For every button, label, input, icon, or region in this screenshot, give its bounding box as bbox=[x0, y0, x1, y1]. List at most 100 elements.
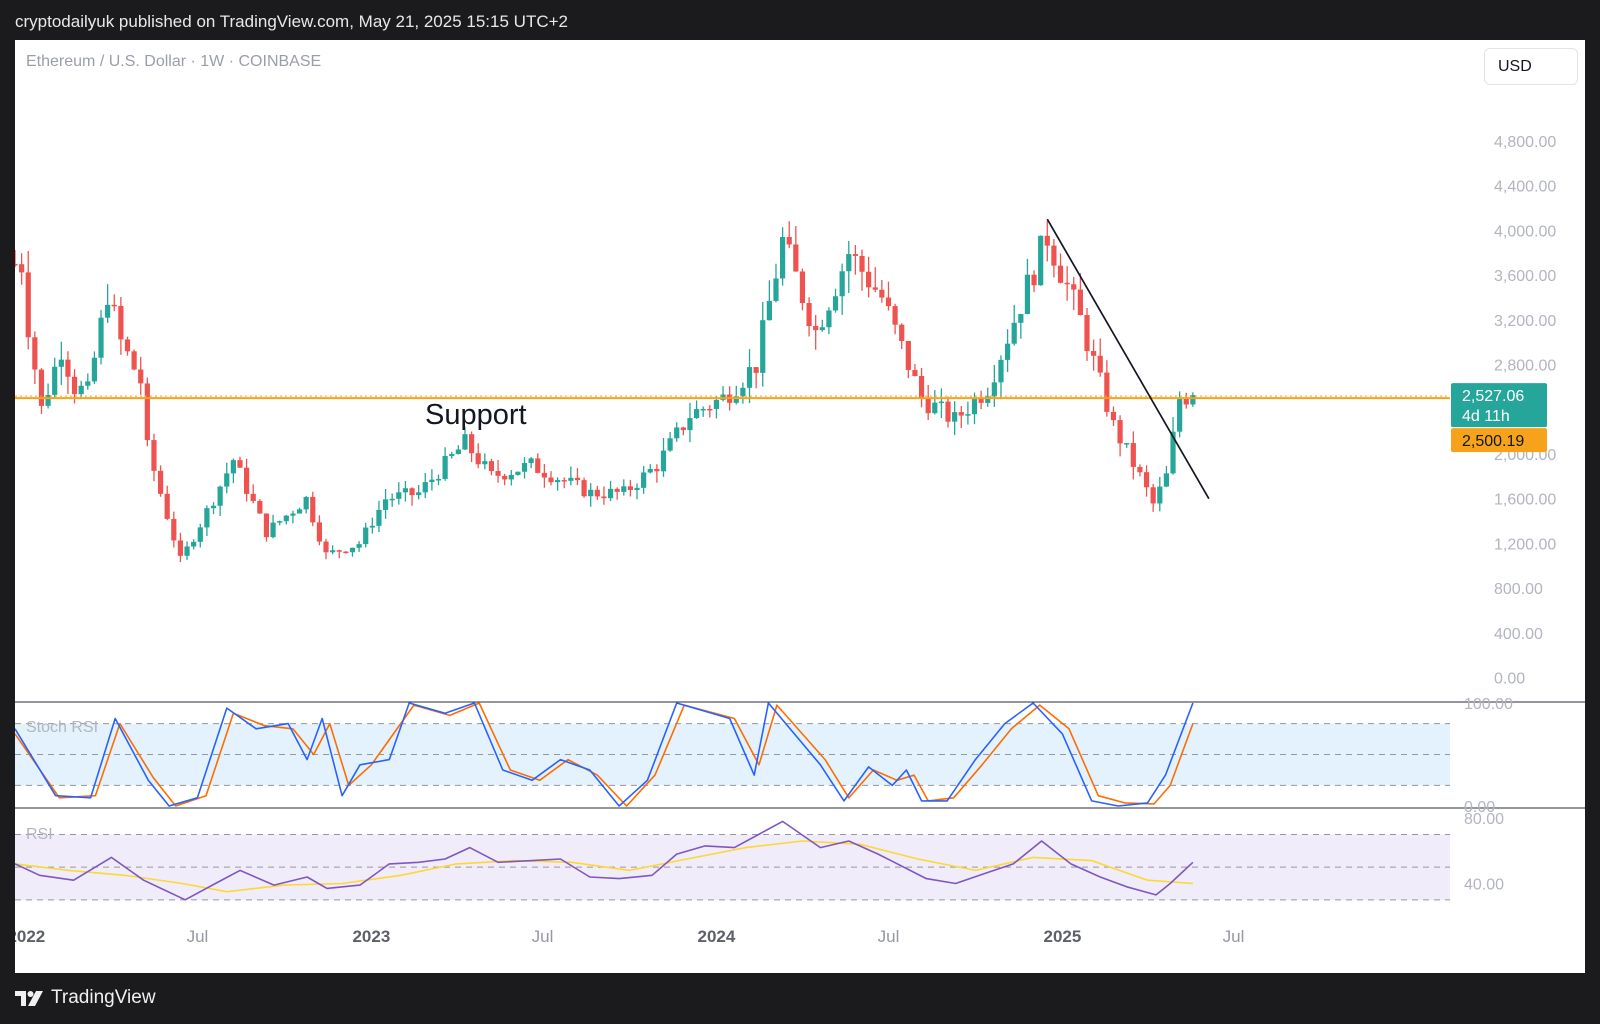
candle bbox=[323, 538, 329, 560]
candle-body bbox=[859, 255, 865, 272]
candle-body bbox=[733, 396, 739, 403]
candle bbox=[548, 471, 554, 486]
candle-body bbox=[687, 418, 693, 431]
candle-body bbox=[925, 398, 931, 414]
candle bbox=[343, 551, 349, 554]
candle-body bbox=[376, 509, 382, 526]
candle-body bbox=[118, 305, 124, 340]
candle-body bbox=[1157, 486, 1163, 504]
candle-body bbox=[654, 468, 660, 472]
candle bbox=[416, 485, 422, 500]
candle bbox=[429, 469, 435, 491]
candle-body bbox=[475, 453, 481, 465]
candle-body bbox=[521, 462, 528, 472]
candle-body bbox=[660, 450, 667, 472]
candle-body bbox=[356, 544, 362, 548]
candle-body bbox=[793, 244, 799, 272]
candle bbox=[879, 279, 885, 303]
candle bbox=[230, 458, 236, 484]
candle bbox=[852, 245, 858, 275]
candle-body bbox=[270, 522, 276, 538]
last-price-badge bbox=[1451, 383, 1547, 428]
candle bbox=[171, 511, 177, 548]
candle bbox=[442, 447, 448, 481]
support-price-badge bbox=[1451, 428, 1547, 453]
price-axis-tick: 3,600.00 bbox=[1494, 268, 1556, 285]
candle bbox=[124, 336, 131, 356]
tradingview-logo[interactable]: TradingView bbox=[15, 987, 156, 1009]
candle bbox=[601, 486, 607, 505]
candle bbox=[336, 549, 342, 559]
candle-body bbox=[952, 412, 958, 422]
chart-canvas[interactable]: 4,800.00 4,400.00 4,000.00 3,600.00 3,200.00… bbox=[15, 40, 1585, 973]
candle-body bbox=[237, 460, 243, 468]
support-price-label: 2,500.19 bbox=[1462, 433, 1524, 450]
candle bbox=[32, 331, 38, 384]
candle-body bbox=[839, 271, 845, 297]
candle bbox=[561, 477, 567, 489]
candle-body bbox=[468, 434, 475, 454]
candle-body bbox=[978, 398, 984, 403]
candle bbox=[1124, 443, 1130, 448]
candle-body bbox=[568, 477, 574, 481]
candle bbox=[283, 515, 289, 525]
candle-body bbox=[343, 551, 349, 554]
candle-body bbox=[674, 427, 680, 439]
candle-body bbox=[330, 550, 336, 553]
price-axis-tick: 400.00 bbox=[1494, 626, 1543, 643]
candle bbox=[19, 253, 25, 285]
chart-frame[interactable]: 4,800.00 4,400.00 4,000.00 3,600.00 3,200.00… bbox=[15, 40, 1585, 973]
candle bbox=[528, 457, 534, 469]
candle bbox=[607, 480, 614, 502]
candle-body bbox=[614, 488, 620, 492]
candle-body bbox=[1110, 411, 1117, 421]
candle bbox=[1024, 258, 1031, 315]
candle bbox=[164, 485, 170, 521]
candle bbox=[435, 474, 442, 486]
candle bbox=[1137, 464, 1143, 477]
candle-body bbox=[303, 496, 309, 510]
candle-body bbox=[1011, 322, 1017, 344]
candle-body bbox=[336, 550, 342, 552]
candle-body bbox=[488, 461, 495, 472]
candle-body bbox=[151, 440, 157, 471]
candle bbox=[1038, 235, 1044, 286]
candle bbox=[191, 539, 197, 550]
candle bbox=[832, 288, 839, 313]
candle bbox=[91, 351, 98, 385]
candle-body bbox=[369, 525, 375, 528]
candle bbox=[389, 493, 395, 507]
candle bbox=[1044, 220, 1050, 262]
candle bbox=[965, 401, 971, 425]
candle-body bbox=[958, 412, 964, 416]
candle-body bbox=[541, 472, 547, 478]
candle bbox=[839, 263, 845, 315]
price-axis-tick: 1,200.00 bbox=[1494, 536, 1556, 553]
candle bbox=[713, 396, 720, 419]
candle bbox=[330, 545, 336, 555]
time-axis-tick: 2025 bbox=[1044, 927, 1082, 946]
candle bbox=[303, 496, 309, 514]
candle bbox=[184, 541, 190, 560]
currency-button[interactable]: USD bbox=[1484, 48, 1578, 85]
candle-body bbox=[45, 394, 51, 406]
last-price-label: 2,527.06 bbox=[1462, 388, 1524, 405]
time-axis-tick: 2023 bbox=[352, 927, 390, 946]
candle bbox=[991, 365, 997, 407]
candle bbox=[462, 426, 468, 450]
candle bbox=[144, 377, 150, 447]
candle bbox=[369, 517, 375, 534]
candle bbox=[621, 479, 627, 496]
candle bbox=[65, 351, 71, 395]
candle-body bbox=[1064, 282, 1070, 285]
candle-body bbox=[965, 414, 971, 416]
candle-body bbox=[250, 493, 256, 501]
candle-body bbox=[482, 461, 488, 465]
candle-body bbox=[899, 324, 905, 341]
time-axis-tick: Jul bbox=[532, 927, 554, 946]
candle-body bbox=[753, 367, 759, 373]
candle bbox=[647, 464, 653, 474]
candle-body bbox=[693, 409, 700, 419]
candle-body bbox=[171, 518, 177, 541]
candle bbox=[859, 249, 865, 291]
